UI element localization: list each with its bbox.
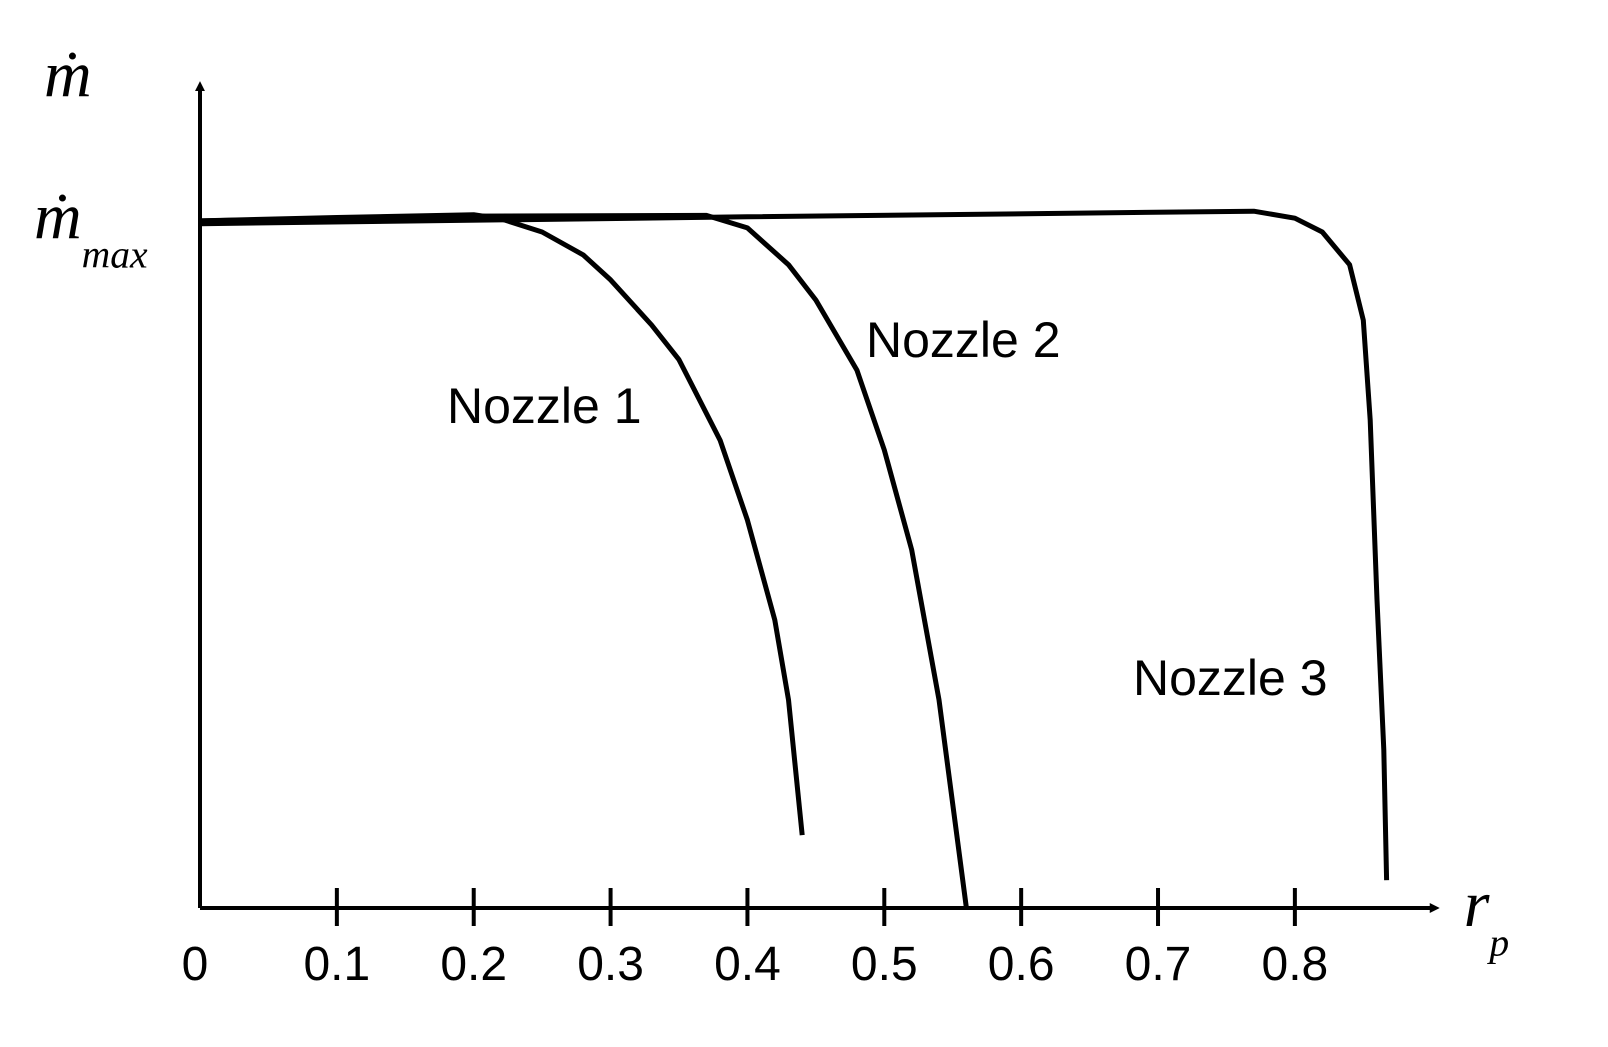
- series-label: Nozzle 3: [1133, 650, 1328, 706]
- x-tick-label: 0.3: [577, 938, 644, 991]
- x-tick-label: 0.5: [851, 938, 918, 991]
- x-tick-label: 0.2: [440, 938, 507, 991]
- x-tick-label: 0: [182, 938, 209, 991]
- x-tick-label: 0.1: [303, 938, 370, 991]
- x-tick-label: 0.7: [1125, 938, 1192, 991]
- line: [199, 208, 1390, 881]
- line: [199, 212, 969, 909]
- line: [199, 212, 805, 836]
- series-label: Nozzle 1: [447, 378, 642, 434]
- x-tick-label: 0.6: [988, 938, 1055, 991]
- y-axis-label: ṁ: [44, 38, 92, 111]
- series-label: Nozzle 2: [866, 312, 1061, 368]
- x-tick-label: 0.4: [714, 938, 781, 991]
- y-tick-label: ṁmax: [34, 180, 148, 277]
- x-tick-label: 0.8: [1262, 938, 1329, 991]
- x-axis-label: rp: [1464, 868, 1509, 965]
